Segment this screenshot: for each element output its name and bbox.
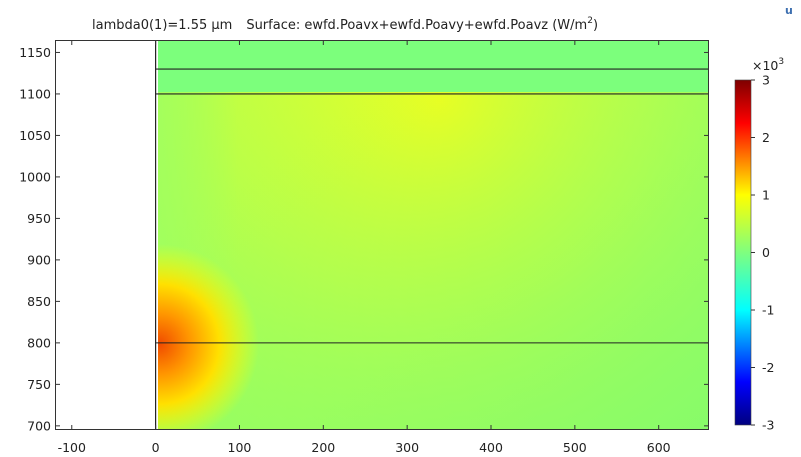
colorbar-tick-label: 1 <box>762 188 770 203</box>
y-tick-label: 950 <box>27 211 51 226</box>
y-tick-label: 1050 <box>19 128 51 143</box>
y-tick-label: 1100 <box>19 86 51 101</box>
x-tick-label: 0 <box>152 440 160 455</box>
boundary-lines <box>155 40 709 430</box>
y-tick-label: 800 <box>27 335 51 350</box>
y-tick-label: 750 <box>27 377 51 392</box>
colorbar-tick-label: -3 <box>762 418 774 433</box>
colorbar-tick-label: 3 <box>762 73 770 88</box>
colorbar-gradient <box>734 79 752 426</box>
x-tick-labels: -100 0 100 200 300 400 500 600 <box>58 440 671 455</box>
y-tick-label: 1150 <box>19 45 51 60</box>
colorbar-tick-label: -2 <box>762 360 774 375</box>
chart-title: lambda0(1)=1.55 µm Surface: ewfd.Poavx+ew… <box>92 16 598 33</box>
y-tick-label: 850 <box>27 294 51 309</box>
plot-frame <box>55 40 709 430</box>
x-tick-label: 600 <box>647 440 671 455</box>
corner-mark: u <box>785 4 793 17</box>
colorbar-tick-label: -1 <box>762 303 774 318</box>
y-tick-label: 700 <box>27 418 51 433</box>
x-tick-label: 500 <box>563 440 587 455</box>
colorbar: ×103 3 2 1 0 -1 -2 -3 <box>734 57 784 433</box>
y-tick-label: 1000 <box>19 169 51 184</box>
colorbar-ticks: 3 2 1 0 -1 -2 -3 <box>751 73 774 433</box>
colorbar-multiplier: ×103 <box>752 57 784 73</box>
x-tick-label: -100 <box>58 440 86 455</box>
y-tick-labels: 700 750 800 850 900 950 1000 1050 1100 1150 <box>19 45 51 433</box>
x-tick-label: 100 <box>228 440 252 455</box>
x-tick-label: 300 <box>395 440 419 455</box>
field-surface <box>158 40 709 430</box>
x-tick-label: 400 <box>479 440 503 455</box>
x-tick-label: 200 <box>311 440 335 455</box>
colorbar-tick-label: 2 <box>762 130 770 145</box>
colorbar-tick-label: 0 <box>762 245 770 260</box>
y-tick-label: 900 <box>27 252 51 267</box>
